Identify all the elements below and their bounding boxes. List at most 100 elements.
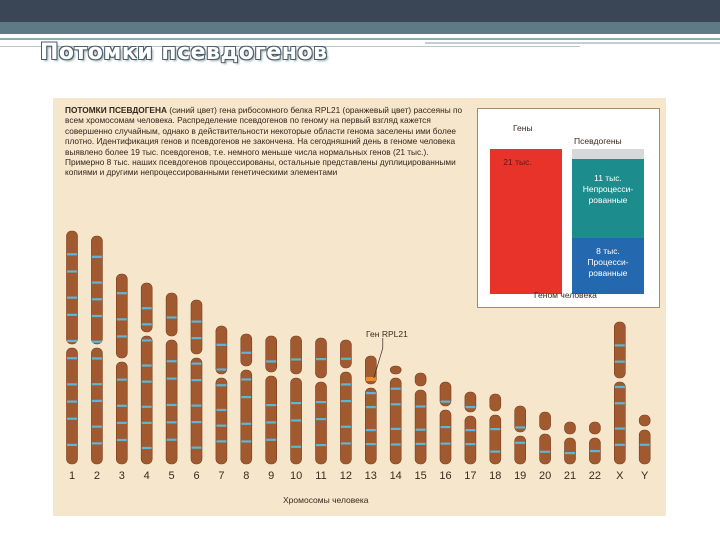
pseudogene-band xyxy=(216,368,227,371)
chromosome-19 xyxy=(514,405,527,465)
caption-text: (синий цвет) гена рибосомного белка RPL2… xyxy=(65,105,463,178)
pseudogene-band xyxy=(141,446,152,450)
pseudogene-band xyxy=(291,419,302,422)
pseudogene-band xyxy=(116,404,127,407)
pseudogene-band xyxy=(116,292,127,295)
pseudogene-band xyxy=(266,360,277,363)
chromosome-13 xyxy=(364,355,377,465)
chromosome-21 xyxy=(564,421,576,465)
pseudogene-band xyxy=(614,443,625,446)
pseudogene-band xyxy=(141,323,152,326)
pseudogene-band xyxy=(116,378,127,381)
pseudogene-band xyxy=(67,417,77,420)
decor-line xyxy=(0,38,720,40)
pseudogene-band xyxy=(465,443,476,446)
chromosome-label: 9 xyxy=(268,470,275,482)
pseudogene-band xyxy=(365,392,376,395)
pseudogene-band xyxy=(141,421,152,424)
chromosome-10 xyxy=(290,335,302,465)
chromosome-X xyxy=(613,321,626,465)
chromosome-17 xyxy=(464,391,477,465)
pseudogene-band xyxy=(390,443,401,446)
pseudogene-band xyxy=(465,429,476,432)
chromosome-16 xyxy=(439,381,452,465)
pseudogene-band xyxy=(141,405,152,408)
rpl21-pointer xyxy=(373,338,384,379)
chromosome-9 xyxy=(265,335,277,465)
pseudogene-band xyxy=(67,296,77,299)
pseudogene-band xyxy=(614,385,625,389)
pseudogene-band xyxy=(440,426,451,429)
figure: ПОТОМКИ ПСЕВДОГЕНА (синий цвет) гена риб… xyxy=(53,98,666,516)
pseudogene-band xyxy=(415,428,426,431)
chromosome-Y xyxy=(638,414,651,465)
pseudogene-band xyxy=(241,396,252,399)
rpl21-gene-band xyxy=(365,377,376,381)
pseudogene-band xyxy=(340,383,351,386)
pseudogene-band xyxy=(390,403,401,406)
pseudogene-band xyxy=(141,339,152,342)
pseudogenes-label: Псевдогены xyxy=(574,136,622,146)
chromosome-14 xyxy=(389,365,402,465)
pseudogene-band xyxy=(191,379,202,382)
pseudogene-band xyxy=(390,427,401,430)
pseudogene-band xyxy=(91,298,102,301)
genes-bar: 21 тыс. xyxy=(490,149,562,294)
pseudogene-band xyxy=(67,339,77,343)
pseudogene-band xyxy=(166,438,177,441)
pseudogene-band xyxy=(415,442,426,445)
pseudogene-band xyxy=(116,318,127,321)
unprocessed-count: 11 тыс. xyxy=(594,173,622,183)
pseudogene-band xyxy=(266,438,277,441)
chromosome-label: 11 xyxy=(315,470,327,482)
slide-title: Потомки псевдогенов xyxy=(40,40,328,65)
pseudogene-band xyxy=(91,281,102,284)
pseudogene-band xyxy=(340,400,351,403)
pseudogene-band xyxy=(67,313,77,316)
pseudogene-band xyxy=(614,344,625,347)
pseudogene-band xyxy=(589,450,600,453)
pseudogene-band xyxy=(540,450,551,453)
chromosome-label: 14 xyxy=(389,470,402,482)
processed-label: рованные xyxy=(588,268,628,278)
caption: ПОТОМКИ ПСЕВДОГЕНА (синий цвет) гена риб… xyxy=(65,105,465,178)
pseudogene-band xyxy=(166,316,177,319)
pseudogene-band xyxy=(340,357,351,360)
pseudogene-band xyxy=(191,337,202,340)
chromosome-1 xyxy=(66,230,78,465)
pseudogene-band xyxy=(515,426,526,429)
chromosome-18 xyxy=(489,393,502,465)
chromosome-label: 22 xyxy=(588,470,602,482)
pseudogene-band xyxy=(415,405,426,408)
pseudogene-band xyxy=(465,406,476,409)
caption-lead: ПОТОМКИ ПСЕВДОГЕНА xyxy=(65,105,167,115)
genome-inset: Гены Псевдогены 21 тыс. 11 тыс. Непроцес… xyxy=(477,108,660,308)
pseudogene-band xyxy=(67,270,77,273)
pseudogene-band xyxy=(67,400,77,403)
pseudogene-band xyxy=(291,358,302,361)
pseudogene-band xyxy=(440,442,451,445)
pseudogene-band xyxy=(340,425,351,428)
chromosome-3 xyxy=(115,273,128,465)
pseudogene-band xyxy=(216,343,227,346)
pseudogene-band xyxy=(91,340,102,343)
pseudogene-band xyxy=(639,443,650,446)
pseudogene-band xyxy=(266,421,277,424)
pseudogene-band xyxy=(191,421,202,424)
top-bar xyxy=(0,0,720,22)
chromosome-label: 21 xyxy=(563,470,577,482)
pseudogene-band xyxy=(390,387,401,390)
pseudogene-band xyxy=(91,314,102,318)
gene-rpl21-label: Ген RPL21 xyxy=(366,329,408,339)
pseudogene-band xyxy=(565,452,575,455)
chromosome-label: 2 xyxy=(93,470,100,482)
pseudogene-band xyxy=(191,404,202,407)
pseudogene-band xyxy=(291,402,302,405)
chromosome-label: 12 xyxy=(339,470,353,482)
decor-line xyxy=(425,42,720,44)
pseudogene-band xyxy=(191,320,202,323)
top-band xyxy=(0,22,720,34)
pseudogene-band xyxy=(216,408,227,412)
chromosome-label: 16 xyxy=(439,470,452,482)
pseudogene-band xyxy=(241,378,252,381)
